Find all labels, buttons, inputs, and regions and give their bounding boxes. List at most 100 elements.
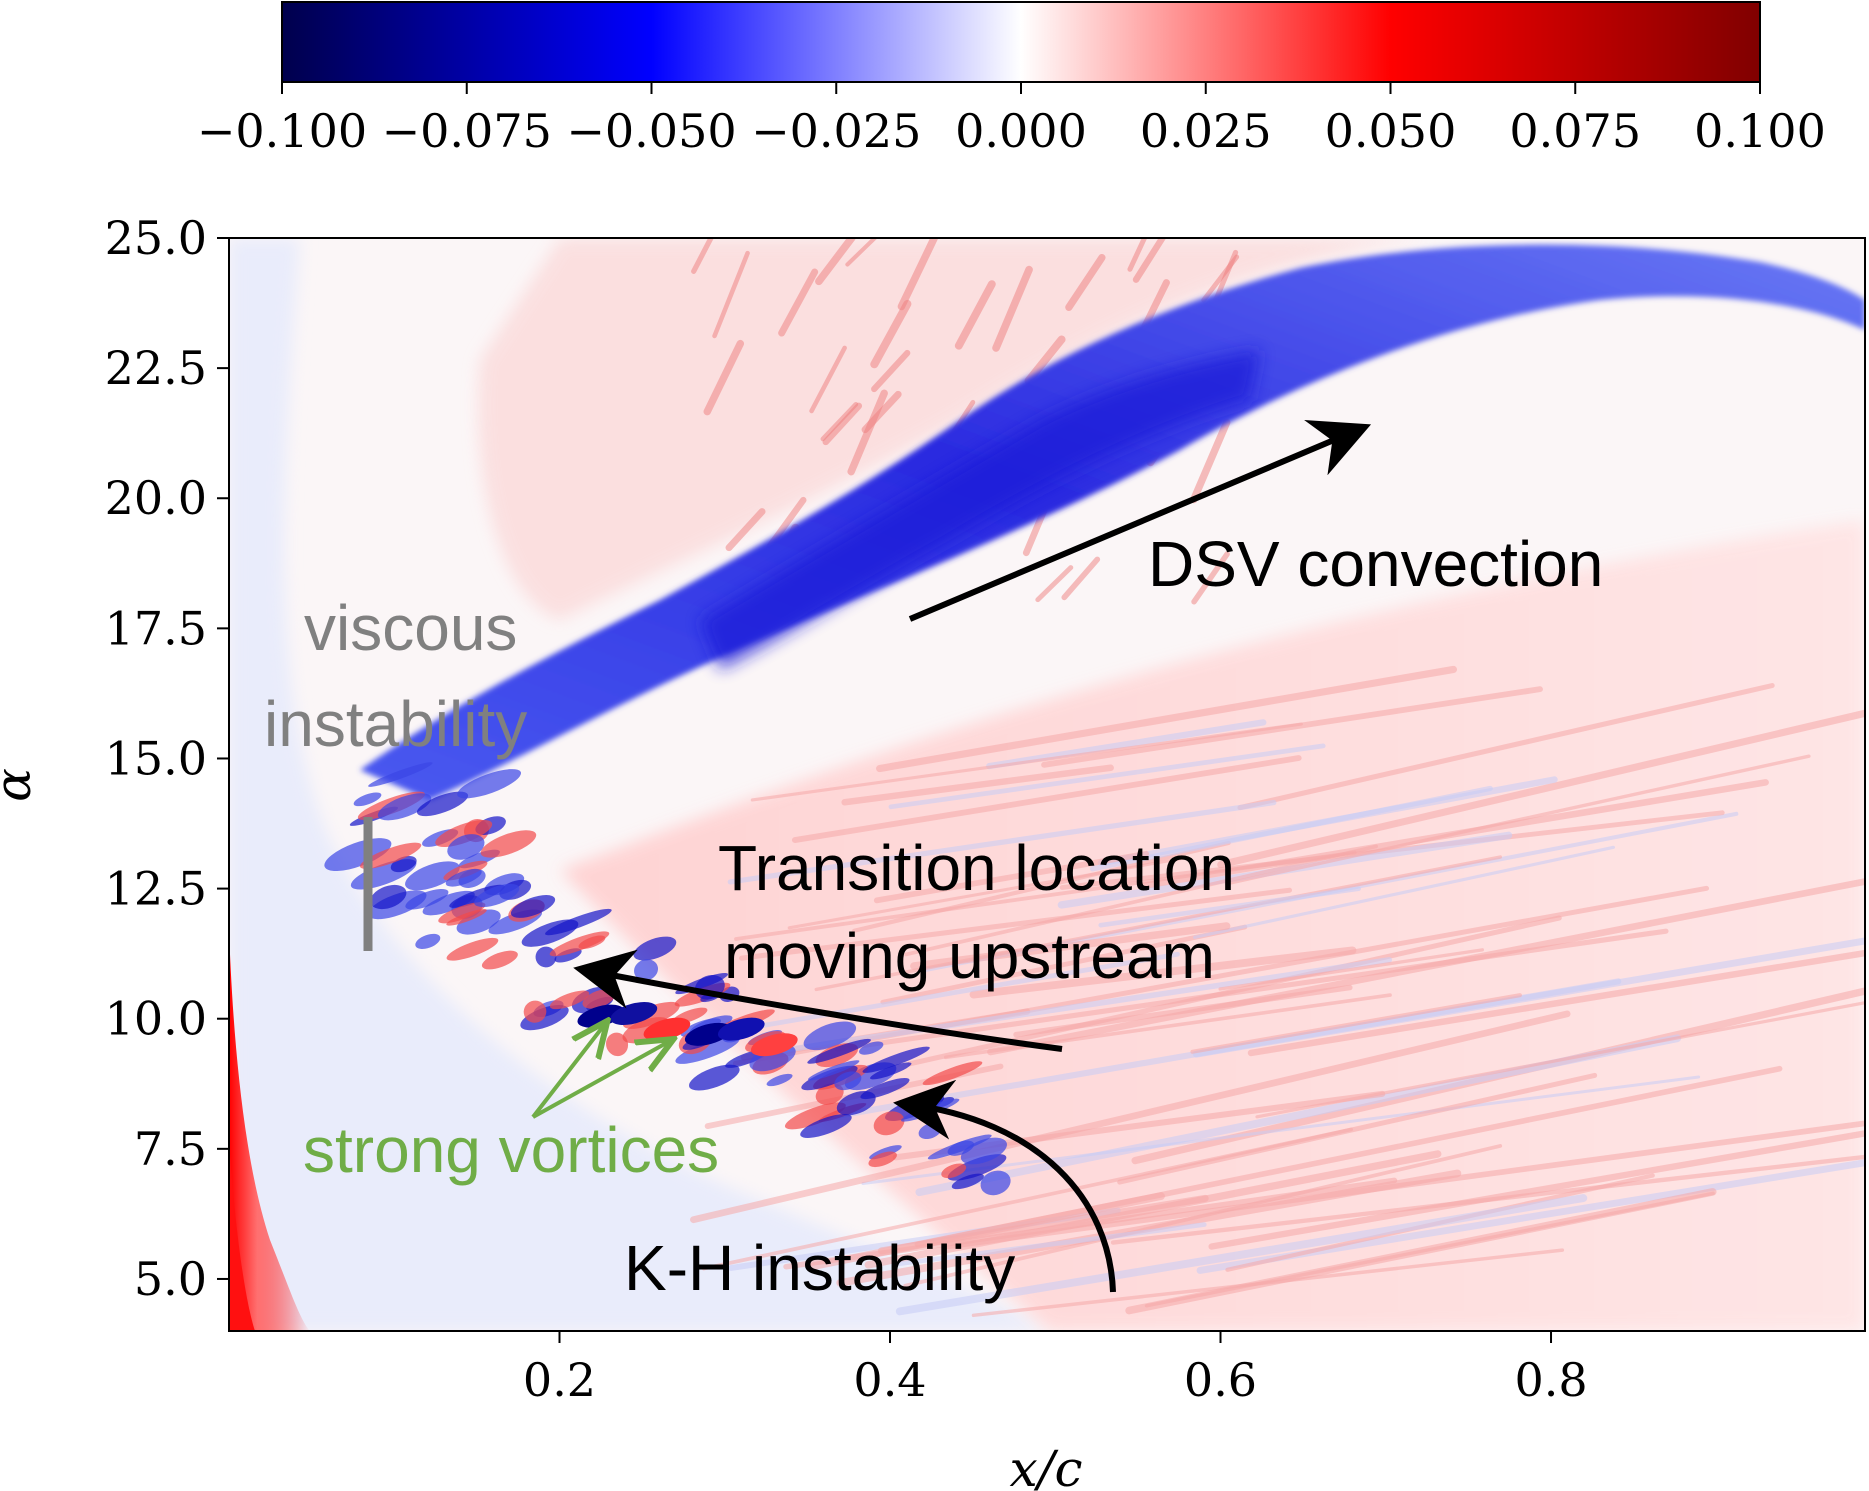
streak [893, 1222, 1207, 1267]
streak [1110, 1154, 1865, 1245]
upper-striation [845, 238, 878, 267]
upper-striation [847, 389, 888, 476]
vortex-blob [370, 884, 407, 910]
vortex-blob [445, 868, 482, 887]
upper-striation [815, 238, 856, 286]
streak [1224, 754, 1811, 886]
streak [895, 1194, 1588, 1316]
upper-striation [1061, 556, 1101, 601]
streak [904, 844, 1378, 957]
vortex-blob [523, 1000, 547, 1023]
streak [1190, 993, 1523, 1054]
vortex-blob [446, 909, 487, 926]
vortex-blob [416, 791, 469, 817]
streak [834, 928, 1669, 1052]
colorbar-tick-label: 0.100 [1694, 104, 1826, 158]
colorbar-tick-label: 0.025 [1140, 104, 1272, 158]
streak [1208, 1130, 1865, 1250]
vortex-blob [510, 895, 556, 918]
upper-striation [1190, 418, 1231, 504]
x-tick-label: 0.2 [523, 1353, 596, 1407]
vortex-blob [480, 830, 537, 858]
vortex-blob [675, 1036, 740, 1064]
streak [914, 1065, 1783, 1248]
streak [1117, 1072, 1598, 1185]
transition-label-line1: Transition location [718, 832, 1235, 904]
y-axis-ticks: 5.0 7.5 10.0 12.5 15.0 17.5 20.0 22.5 25.0 [105, 211, 229, 1306]
vortex-blob [980, 1170, 1011, 1196]
streak [852, 840, 1231, 933]
transition-arrow [573, 949, 1063, 1052]
vortex-blob [834, 1071, 862, 1091]
vortex-blob [438, 902, 486, 924]
streak [888, 743, 1326, 810]
vortex-blob [633, 936, 677, 961]
streak [791, 755, 1302, 843]
y-tick-label: 17.5 [105, 601, 207, 655]
streak [690, 1010, 1571, 1224]
y-tick-label: 25.0 [105, 211, 207, 265]
colorbar-tick-label: −0.025 [751, 104, 921, 158]
vortex-blob [941, 1163, 967, 1179]
vortex-blob [405, 861, 460, 891]
streak [1247, 949, 1865, 1057]
vortex-blob [922, 1061, 983, 1086]
leading-edge-layer [229, 930, 310, 1331]
vortex-blob [947, 1154, 1007, 1181]
x-tick-label: 0.4 [853, 1353, 926, 1407]
vortex-arrow-2 [532, 1041, 670, 1119]
colorbar-gradient [281, 1, 1761, 83]
vortex-blob [689, 1064, 740, 1091]
upper-striation [691, 238, 714, 274]
colorbar-tick-label: 0.075 [1509, 104, 1641, 158]
y-axis-label: α [0, 768, 42, 802]
vortex-blob [800, 1114, 852, 1138]
upper-striation [1191, 551, 1230, 605]
upper-striation [778, 268, 819, 337]
vortex-blob [808, 1060, 860, 1081]
streak [915, 1034, 1682, 1197]
streak [1218, 948, 1484, 991]
streak [880, 924, 1248, 1005]
vortex-blob [951, 1173, 984, 1190]
upper-striation [820, 401, 859, 442]
leading-edge-stripe [229, 1140, 255, 1331]
vortex-arrow-1 [531, 1024, 605, 1119]
vortex-blob [457, 769, 522, 799]
streak [814, 855, 1502, 992]
vortex-blob [447, 834, 485, 860]
vortex-blob [435, 819, 493, 847]
upper-striation [871, 349, 911, 393]
y-tick-label: 7.5 [134, 1122, 207, 1176]
streak [779, 957, 1393, 1054]
annotation-vortices: strong vortices [303, 1024, 719, 1186]
x-tick-label: 0.8 [1514, 1353, 1587, 1407]
vortex-blob [377, 793, 432, 821]
vortex-blob [836, 1091, 876, 1116]
strong-vortex [717, 1017, 765, 1041]
streak [876, 665, 1458, 773]
upper-striation [1035, 565, 1074, 603]
upper-striation [1132, 238, 1167, 283]
y-tick-label: 10.0 [105, 992, 207, 1046]
streak [986, 719, 1267, 770]
vortex-blob [368, 762, 433, 787]
streak [1193, 845, 1616, 939]
viscous-label-line1: viscous [304, 592, 517, 664]
transition-label-line2: moving upstream [724, 920, 1215, 992]
vortex-blob [634, 959, 659, 981]
vortex-blob [481, 950, 518, 970]
vortex-blob [815, 1083, 844, 1105]
y-tick-label: 5.0 [134, 1252, 207, 1306]
y-tick-label: 22.5 [105, 341, 207, 395]
vortex-blob [474, 883, 520, 908]
vortex-blob [784, 1102, 846, 1130]
y-tick-label: 20.0 [105, 471, 207, 525]
vortex-blob [353, 792, 382, 807]
vortex-blob [807, 1038, 871, 1064]
vortex-blob [578, 935, 606, 949]
annotation-kh: K-H instability [624, 1079, 1116, 1304]
viscous-label-line2: instability [264, 688, 527, 760]
upper-striation [992, 265, 1033, 352]
